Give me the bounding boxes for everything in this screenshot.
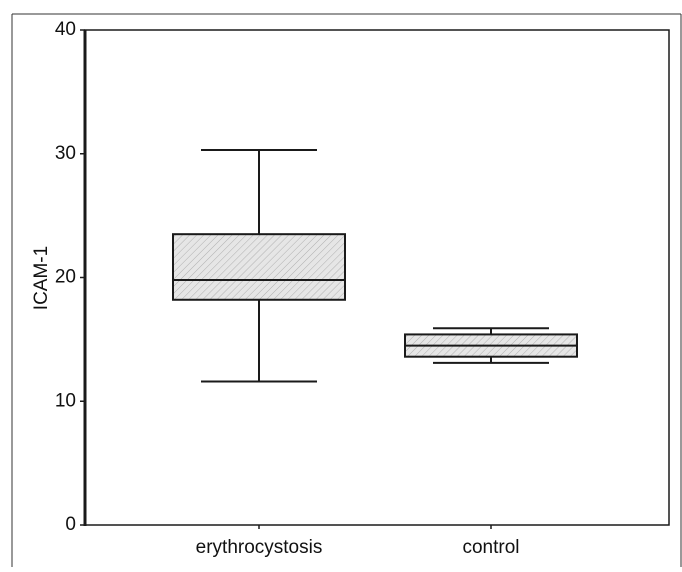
- y-axis-label: ICAM-1: [31, 246, 52, 310]
- x-axis-ticks: erythrocystosis control: [196, 525, 520, 558]
- y-tick-label-40: 40: [55, 19, 76, 40]
- x-tick-label-control: control: [462, 537, 519, 558]
- y-tick-label-10: 10: [55, 390, 76, 411]
- y-tick-label-0: 0: [65, 514, 76, 535]
- box-erythrocystosis: [172, 233, 346, 301]
- x-tick-label-erythrocystosis: erythrocystosis: [196, 537, 323, 558]
- y-axis-ticks: 0 10 20 30 40: [55, 19, 85, 535]
- y-tick-label-30: 30: [55, 143, 76, 164]
- y-tick-label-20: 20: [55, 267, 76, 288]
- boxes-group: [172, 149, 578, 383]
